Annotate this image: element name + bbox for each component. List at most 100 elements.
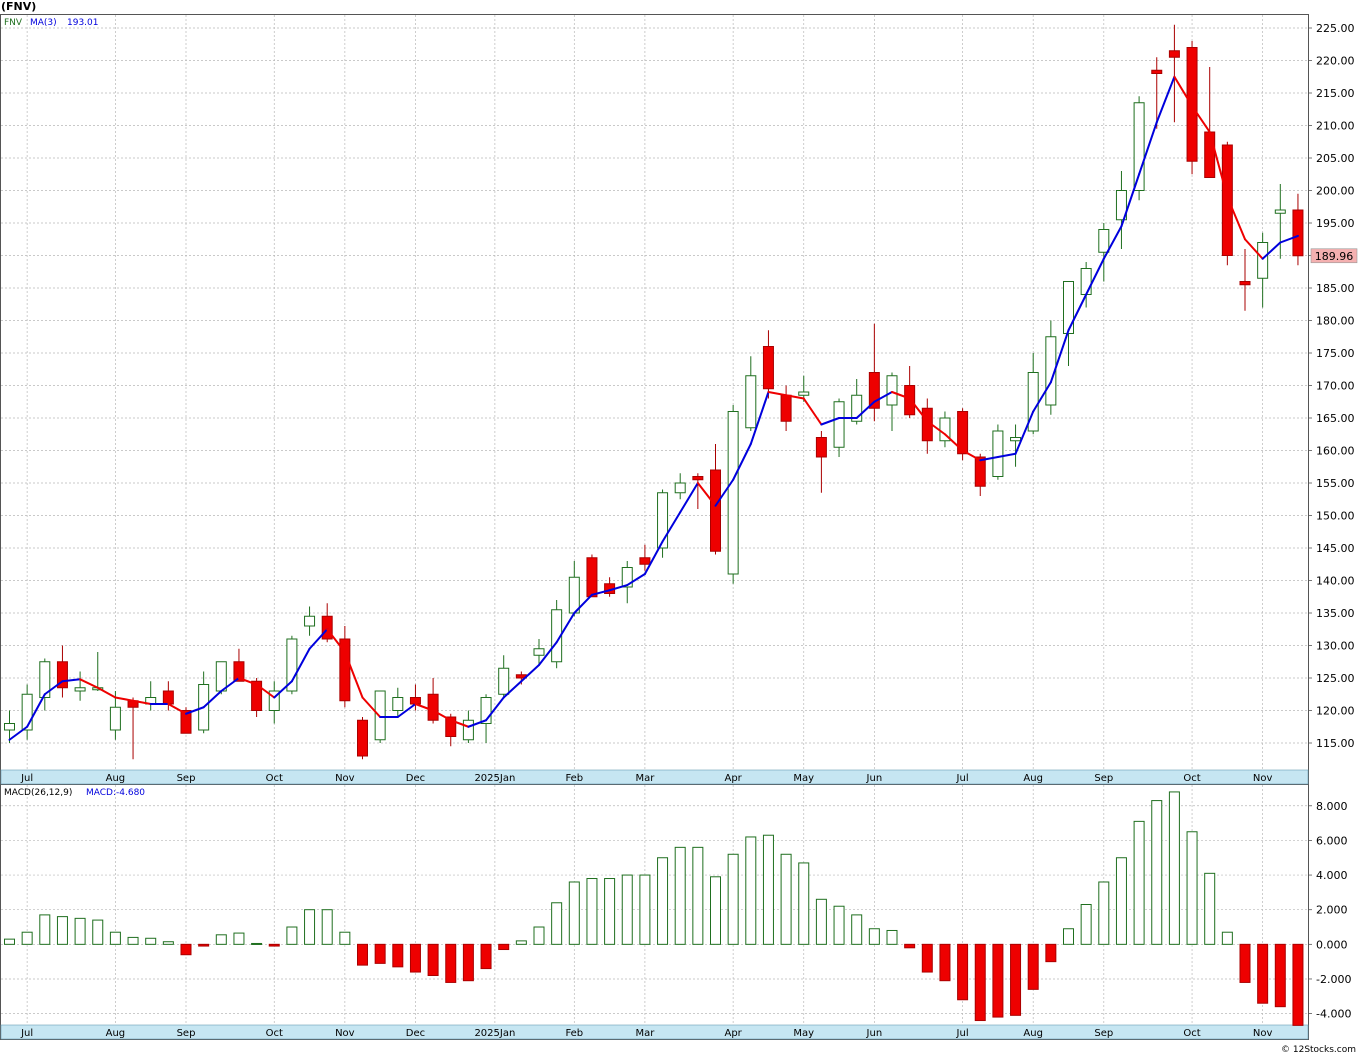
ma-segment [61, 678, 82, 683]
ma-segment [1279, 234, 1299, 244]
x-tick-label: Mar [635, 773, 655, 784]
macd-bar [586, 878, 598, 945]
ma-segment [1155, 75, 1176, 124]
candle [639, 544, 651, 571]
macd-bar [392, 943, 404, 968]
macd-bar [710, 876, 721, 945]
ma-segment [696, 482, 717, 507]
macd-bar [21, 931, 33, 945]
candle-body [639, 557, 651, 565]
candle-body [762, 346, 774, 390]
candle [286, 635, 298, 695]
macd-bar [1027, 943, 1039, 990]
ma-segment [1244, 238, 1264, 260]
ma-segment [802, 397, 823, 426]
candle-body [992, 430, 1004, 477]
candle-body [745, 375, 757, 429]
ma-segment [908, 397, 929, 423]
macd-bar [180, 943, 192, 956]
macd-bar [251, 942, 263, 945]
candle [1010, 424, 1022, 467]
x-tick-label: Sep [1094, 1028, 1113, 1039]
ma-segment [785, 394, 805, 400]
candle [674, 473, 686, 500]
ma-segment [873, 391, 893, 403]
ma-segment [343, 651, 364, 699]
candle-body [727, 411, 739, 575]
candle-body [498, 667, 510, 695]
ma-segment [1208, 131, 1229, 198]
macd-bar [957, 943, 969, 1001]
y-tick-label: 155.00 [1316, 477, 1355, 490]
candle-body [56, 661, 68, 689]
candle-body [1045, 336, 1057, 406]
macd-panel-frame [0, 784, 1309, 1040]
ma-segment [255, 683, 276, 699]
x-tick-label: Oct [1183, 773, 1200, 784]
y-tick-label: 225.00 [1316, 22, 1355, 35]
candle-body [339, 638, 351, 702]
candle-body [233, 661, 245, 682]
macd-bar [692, 846, 704, 945]
macd-bar [233, 932, 245, 945]
x-tick-label: Sep [177, 1028, 196, 1039]
candle-body [657, 492, 669, 549]
candle-body [304, 615, 316, 627]
candle [762, 330, 774, 399]
ma-segment [626, 573, 646, 587]
candle [498, 655, 510, 698]
x-tick-label: Nov [1253, 1028, 1273, 1039]
macd-bar [215, 934, 227, 945]
ma-segment [361, 696, 382, 718]
candle-body [21, 693, 33, 731]
price-x-axis-labels: Jul Aug Sep Oct Nov Dec 2025Jan Feb Mar Apr May Jun… [20, 773, 1272, 784]
ma-segment [1014, 410, 1035, 455]
candle-body [815, 437, 827, 458]
candle-body [4, 723, 15, 731]
ma-segment [855, 400, 876, 419]
candle-body [180, 710, 192, 734]
macd-bar [674, 846, 686, 945]
x-tick-label: Oct [266, 1028, 283, 1039]
ma-segment [1138, 121, 1158, 176]
y-tick-label: 165.00 [1316, 412, 1355, 425]
ma-segment [555, 612, 576, 644]
y-tick-label: 125.00 [1316, 672, 1355, 685]
last-price-value: 189.96 [1315, 250, 1354, 263]
ma-segment [432, 709, 452, 722]
macd-bar [480, 943, 492, 970]
ma-segment [467, 719, 488, 728]
candle-body [321, 615, 333, 640]
candle [392, 687, 404, 717]
ma-segment [1173, 75, 1194, 107]
candle-body [251, 680, 263, 711]
ma-segment [414, 703, 435, 712]
candle [1133, 96, 1145, 201]
macd-bar [1221, 931, 1233, 945]
macd-bar [1063, 928, 1074, 945]
ma-segment [8, 725, 29, 741]
candle [21, 684, 33, 740]
macd-bar [92, 919, 104, 945]
candle [586, 554, 598, 598]
macd-bar [462, 943, 474, 982]
ma-segment [520, 664, 540, 683]
candle [1063, 281, 1074, 366]
ma-segment [538, 641, 558, 666]
macd-bar [798, 862, 810, 945]
ma-segment [449, 719, 470, 728]
candle-body [392, 697, 404, 711]
macd-bar [604, 878, 616, 945]
macd-bar [1010, 943, 1022, 1016]
candle [1274, 184, 1286, 259]
candle-body [1257, 242, 1269, 279]
ma-segment [643, 540, 664, 575]
macd-bar [904, 943, 916, 949]
candle-body [586, 557, 598, 598]
x-tick-label: Nov [1253, 773, 1273, 784]
y-tick-label: 175.00 [1316, 347, 1355, 360]
x-tick-label: Aug [106, 1028, 126, 1039]
macd-bar [109, 931, 121, 945]
x-tick-label: Aug [1023, 1028, 1043, 1039]
